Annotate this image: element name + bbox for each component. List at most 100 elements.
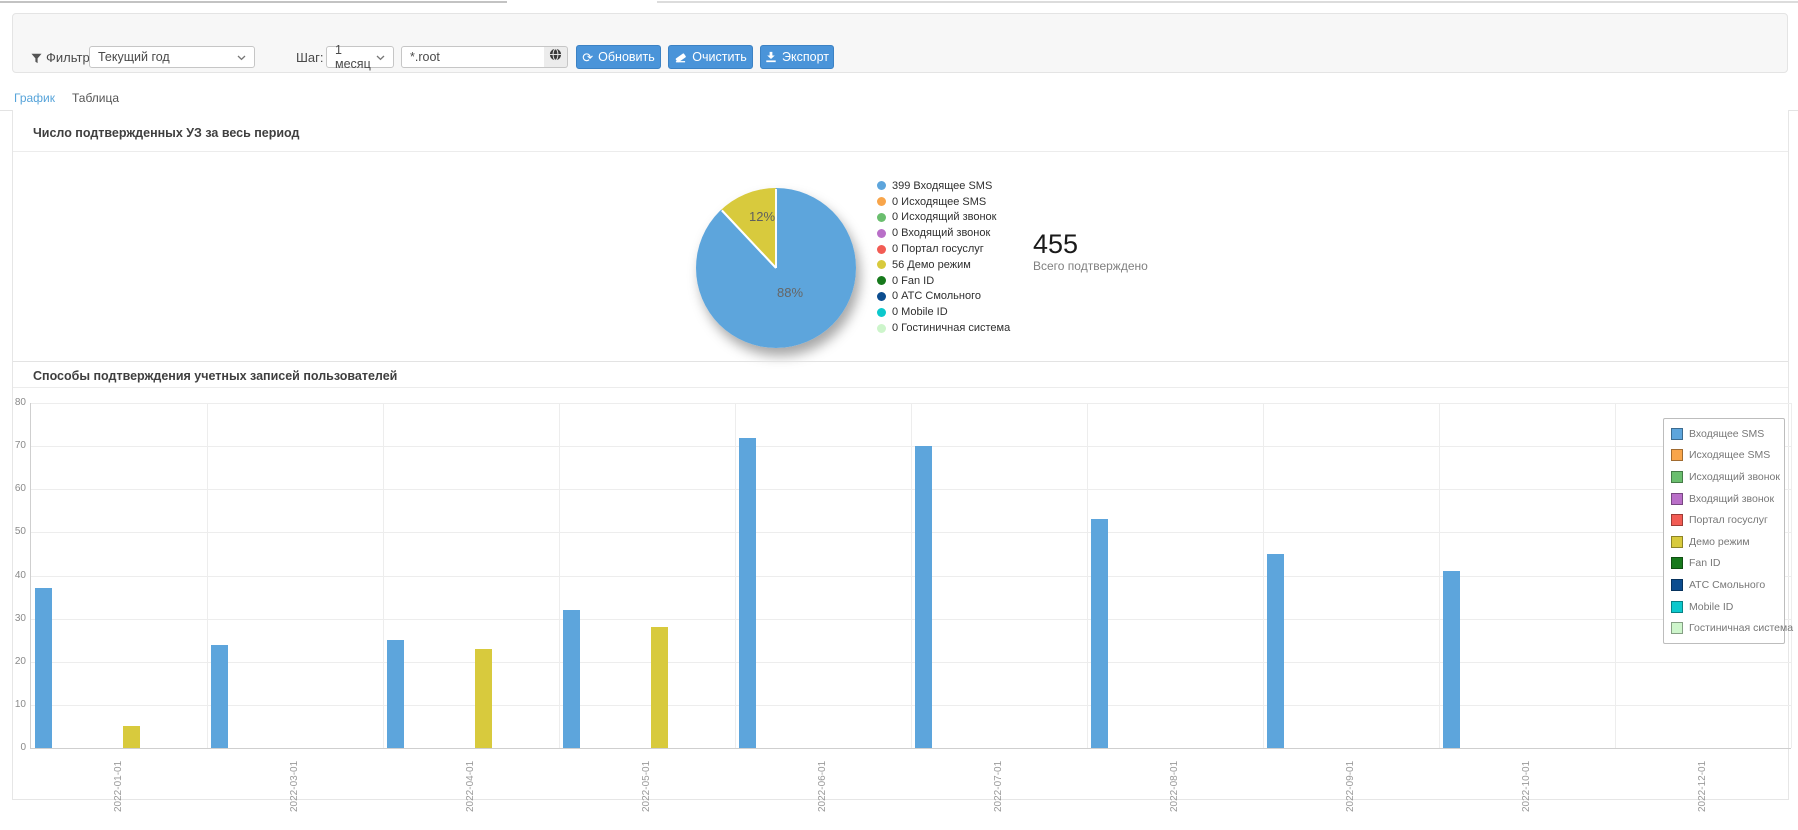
step-select[interactable]: 1 месяц <box>326 43 394 71</box>
bar-Входящее SMS-2022-08-01 <box>1090 519 1108 748</box>
pie-legend-label: 56 Демо режим <box>892 258 971 271</box>
pie-legend-item[interactable]: 0 Fan ID <box>877 273 1010 289</box>
bar-legend-item[interactable]: Исходящий звонок <box>1664 466 1784 488</box>
pie-slice-label-demo: 12% <box>748 209 776 224</box>
pie-legend-label: 0 Исходящий звонок <box>892 211 997 224</box>
search-input[interactable] <box>401 46 545 68</box>
pie-legend-label: 0 Портал госуслуг <box>892 243 984 256</box>
legend-swatch-icon <box>1671 427 1683 440</box>
x-tick-label: 2022-05-01 <box>641 760 652 812</box>
pie-legend-label: 0 Mobile ID <box>892 306 948 319</box>
x-tick-label: 2022-12-01 <box>1697 760 1708 812</box>
total-confirmed-value: 455 <box>1033 229 1079 259</box>
x-tick-label: 2022-08-01 <box>1169 760 1180 812</box>
pie-legend-item[interactable]: 0 Mobile ID <box>877 304 1010 320</box>
bar-Входящее SMS-2022-10-01 <box>1442 571 1460 748</box>
bar-Входящее SMS-2022-03-01 <box>210 644 228 748</box>
clear-button-label: Очистить <box>692 50 747 64</box>
legend-dot-icon <box>877 323 886 333</box>
pie-slice-label-sms: 88% <box>776 285 804 300</box>
bar-legend-label: Входящее SMS <box>1689 427 1765 440</box>
refresh-button[interactable]: ⟳ Обновить <box>576 45 661 69</box>
bar-legend-item[interactable]: Входящее SMS <box>1664 423 1784 445</box>
gridline-vertical <box>911 403 912 748</box>
refresh-button-label: Обновить <box>598 50 655 64</box>
bar-legend-label: АТС Смольного <box>1689 578 1766 591</box>
bar-legend-item[interactable]: Гостиничная система <box>1664 617 1793 639</box>
legend-swatch-icon <box>1671 492 1683 505</box>
pie-legend-item[interactable]: 0 Исходящее SMS <box>877 194 1010 210</box>
pie-slice-divider <box>775 189 777 268</box>
pie-legend-item[interactable]: 0 АТС Смольного <box>877 289 1010 305</box>
legend-swatch-icon <box>1671 578 1683 591</box>
pie-section-title: Число подтвержденных УЗ за весь период <box>33 126 300 140</box>
filter-toolbar: Фильтр: Текущий год Шаг: 1 месяц <box>12 13 1788 73</box>
clear-button[interactable]: Очистить <box>668 45 753 69</box>
pie-legend-label: 0 Входящий звонок <box>892 227 991 240</box>
pie-legend-item[interactable]: 399 Входящее SMS <box>877 178 1010 194</box>
total-confirmed: 455 Всего подтверждено <box>1033 230 1148 273</box>
y-tick-label: 60 <box>14 483 26 495</box>
pie-legend-item[interactable]: 0 Портал госуслуг <box>877 241 1010 257</box>
y-tick-label: 20 <box>14 655 26 667</box>
bar-Входящее SMS-2022-05-01 <box>562 610 580 748</box>
x-tick-label: 2022-01-01 <box>113 760 124 812</box>
globe-button[interactable] <box>544 46 568 68</box>
pie-legend-item[interactable]: 56 Демо режим <box>877 257 1010 273</box>
bar-Демо режим-2022-01-01 <box>122 726 140 748</box>
y-tick-label: 30 <box>14 612 26 624</box>
step-label: Шаг: <box>296 50 324 65</box>
legend-dot-icon <box>877 197 886 207</box>
legend-dot-icon <box>877 291 886 301</box>
pie-legend-label: 0 Исходящее SMS <box>892 195 987 208</box>
pie-legend-label: 0 Fan ID <box>892 274 935 287</box>
gridline-vertical <box>735 403 736 748</box>
chevron-down-icon <box>376 50 385 64</box>
bar-legend-item[interactable]: АТС Смольного <box>1664 574 1784 596</box>
pie-legend-item[interactable]: 0 Гостиничная система <box>877 320 1010 336</box>
legend-dot-icon <box>877 228 886 238</box>
tab-graph[interactable]: График <box>13 91 56 112</box>
filter-label: Фильтр: <box>46 50 94 65</box>
gridline-vertical <box>1791 403 1792 748</box>
bar-legend-item[interactable]: Исходящее SMS <box>1664 445 1784 467</box>
bar-legend-item[interactable]: Портал госуслуг <box>1664 509 1784 531</box>
pie-legend-item[interactable]: 0 Исходящий звонок <box>877 210 1010 226</box>
bar-legend-item[interactable]: Fan ID <box>1664 553 1784 575</box>
gridline-vertical <box>1439 403 1440 748</box>
section-divider <box>13 361 1788 362</box>
bar-Входящее SMS-2022-01-01 <box>34 588 52 748</box>
top-edge-line-right <box>657 1 1798 3</box>
gridline-vertical <box>1263 403 1264 748</box>
bar-legend-item[interactable]: Демо режим <box>1664 531 1784 553</box>
legend-swatch-icon <box>1671 557 1683 570</box>
gridline-vertical <box>1615 403 1616 748</box>
pie-legend-item[interactable]: 0 Входящий звонок <box>877 225 1010 241</box>
refresh-icon: ⟳ <box>582 49 594 65</box>
legend-swatch-icon <box>1671 514 1683 527</box>
bar-legend-item[interactable]: Входящий звонок <box>1664 488 1784 510</box>
pie-chart[interactable] <box>696 188 856 348</box>
bar-plot: 0 10 20 30 40 50 60 70 80 2022-01-01 2022-03-01 202… <box>15 397 1792 812</box>
gridline-vertical <box>383 403 384 748</box>
legend-swatch-icon <box>1671 449 1683 462</box>
legend-swatch-icon <box>1671 600 1683 613</box>
pie-legend-label: 0 Гостиничная система <box>892 322 1011 335</box>
export-button-label: Экспорт <box>782 50 829 64</box>
globe-icon <box>549 48 562 66</box>
tab-table[interactable]: Таблица <box>72 91 120 105</box>
bar-legend-label: Mobile ID <box>1689 600 1734 613</box>
bar-Входящее SMS-2022-06-01 <box>738 437 756 748</box>
legend-swatch-icon <box>1671 622 1683 635</box>
x-tick-label: 2022-09-01 <box>1345 760 1356 812</box>
filter-select[interactable]: Текущий год <box>89 46 255 68</box>
top-edge-line-left <box>0 1 507 3</box>
export-button[interactable]: Экспорт <box>760 45 834 69</box>
bar-legend-item[interactable]: Mobile ID <box>1664 596 1784 618</box>
y-tick-label: 50 <box>14 526 26 538</box>
view-tabs: График Таблица <box>13 91 120 112</box>
gridline-vertical <box>559 403 560 748</box>
bar-legend: Входящее SMS Исходящее SMS Исходящий звоно… <box>1663 418 1793 644</box>
bar-legend-label: Портал госуслуг <box>1689 514 1768 527</box>
